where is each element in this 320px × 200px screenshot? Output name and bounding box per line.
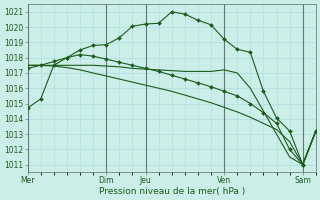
X-axis label: Pression niveau de la mer( hPa ): Pression niveau de la mer( hPa ) [99,187,245,196]
